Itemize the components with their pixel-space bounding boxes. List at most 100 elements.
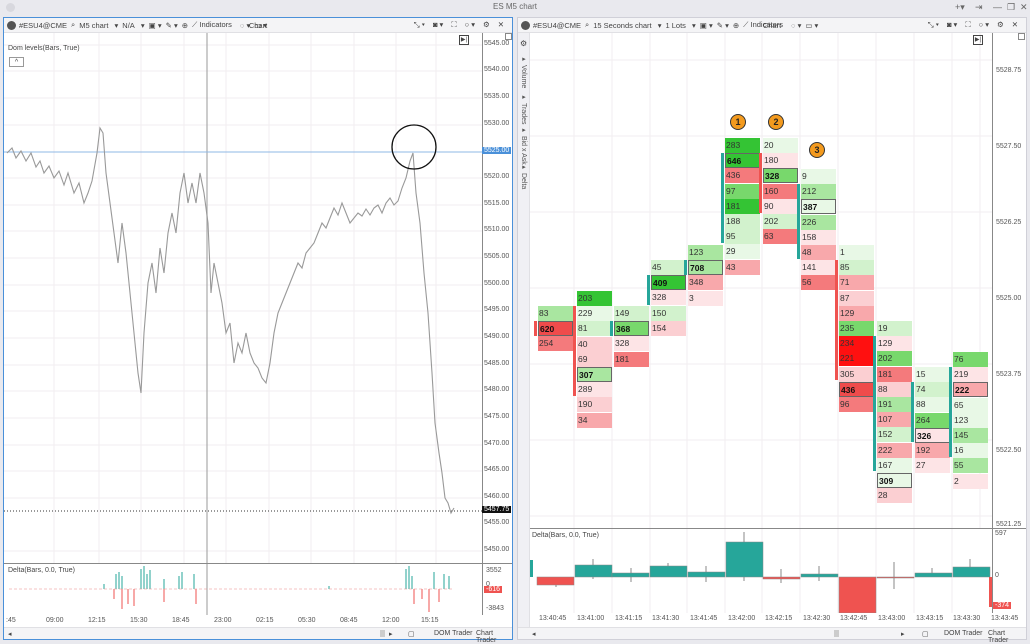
- x-tick: 13:40:45: [539, 615, 567, 622]
- x-tick: 13:42:15: [765, 615, 793, 622]
- pin-icon[interactable]: ⇥: [975, 2, 983, 12]
- delta-zero-tick: 0: [486, 581, 490, 588]
- template-icon[interactable]: ▣ ▾: [699, 20, 713, 30]
- delta-top-tick: 597: [995, 530, 1007, 537]
- sidebar-item-volume[interactable]: ▸ Volume: [520, 55, 527, 89]
- x-tick: 13:41:30: [652, 615, 680, 622]
- x-tick: 13:41:00: [577, 615, 605, 622]
- fullscreen-icon[interactable]: ⛶: [965, 20, 971, 29]
- compress-icon[interactable]: ⤡ ▾: [927, 20, 939, 29]
- y-tick: 5485.00: [484, 360, 510, 367]
- add-window-button[interactable]: +▾: [955, 2, 965, 12]
- minimize-button[interactable]: —: [993, 2, 1002, 12]
- price-axis[interactable]: 5545.00 5540.00 5535.00 5530.00 5520.00 …: [482, 33, 512, 563]
- calendar-icon[interactable]: ▢: [922, 631, 929, 638]
- settings-gear-icon[interactable]: ⚙: [996, 20, 1004, 29]
- y-tick: 5480.00: [484, 386, 510, 393]
- close-chart-icon[interactable]: ✕: [497, 20, 504, 29]
- y-tick: 5470.00: [484, 440, 510, 447]
- sidebar-gear-icon[interactable]: ⚙: [520, 39, 528, 48]
- symbol-label[interactable]: #ESU4@CME: [19, 20, 68, 30]
- camera-icon[interactable]: ◙ ▾: [432, 20, 444, 29]
- cluster-icon[interactable]: ◌ ▾: [791, 20, 802, 30]
- delta-panel[interactable]: Delta(Bars, 0.0, True) 5521.25 597 0 -37…: [530, 528, 1026, 613]
- zoom-icon[interactable]: ⊕: [732, 20, 740, 30]
- x-tick: 15:15: [421, 617, 439, 624]
- chart-trader-button[interactable]: Chart Trader: [988, 630, 1009, 644]
- x-tick: 13:42:30: [803, 615, 831, 622]
- window-layout-icon[interactable]: ▭ ▾: [254, 20, 268, 30]
- draw-pencil-icon[interactable]: ✎ ▾: [165, 20, 178, 30]
- footprint-chart-area[interactable]: ▶|: [530, 33, 992, 528]
- compress-icon[interactable]: ⤡ ▾: [413, 20, 425, 29]
- marker-2: 2: [768, 114, 784, 130]
- scroll-to-end-button[interactable]: ▶|: [973, 35, 983, 45]
- price-chart-area[interactable]: Dom levels(Bars, True) ^ ▶|: [4, 33, 482, 563]
- settings-gear-icon[interactable]: ⚙: [482, 20, 490, 29]
- x-tick: 13:43:15: [916, 615, 944, 622]
- scrollbar-thumb[interactable]: [380, 630, 385, 637]
- lots-dropdown[interactable]: 1 Lots ▾: [665, 20, 696, 30]
- x-tick: 23:00: [214, 617, 232, 624]
- right-chart-panel: #ESU4@CME ⌕ 15 Seconds chart ▾ 1 Lots ▾ …: [517, 17, 1027, 644]
- x-tick: 08:45: [340, 617, 358, 624]
- y-tick: 5521.25: [996, 521, 1022, 528]
- draw-pencil-icon[interactable]: ✎ ▾: [716, 20, 729, 30]
- search-icon[interactable]: ⌕: [585, 20, 590, 29]
- fullscreen-icon[interactable]: ⛶: [451, 20, 457, 29]
- chart-type-dropdown[interactable]: M5 chart ▾: [79, 20, 119, 30]
- expand-icon[interactable]: [505, 33, 512, 40]
- sidebar-item-delta[interactable]: ▸ Delta: [520, 163, 527, 190]
- y-tick: 5495.00: [484, 306, 510, 313]
- sidebar-item-trades[interactable]: ▸ Trades: [520, 93, 527, 125]
- left-chart-panel: #ESU4@CME ⌕ M5 chart ▾ N/A ▾ ▣ ▾ ✎ ▾ ⊕ ⟋…: [3, 17, 513, 644]
- search-icon[interactable]: ⌕: [71, 20, 76, 29]
- close-window-button[interactable]: ✕: [1020, 2, 1028, 12]
- delta-panel[interactable]: Delta(Bars, 0.0, True) 3552 0 -616 -3843: [4, 563, 512, 615]
- x-tick: 13:42:45: [840, 615, 868, 622]
- delta-last-badge: -374: [993, 602, 1012, 609]
- delta-bottom-tick: -3843: [486, 605, 504, 612]
- chart-trader-button[interactable]: Chart Trader: [476, 630, 497, 644]
- chart-type-dropdown[interactable]: 15 Seconds chart ▾: [593, 20, 662, 30]
- y-tick: 5505.00: [484, 253, 510, 260]
- circle-toggle-icon[interactable]: ○ ▾: [464, 20, 475, 29]
- time-axis[interactable]: 13:40:45 13:41:00 13:41:15 13:41:30 13:4…: [530, 613, 1026, 627]
- indicator-label: Dom levels(Bars, True): [8, 45, 80, 52]
- collapse-toggle-button[interactable]: ^: [9, 57, 24, 67]
- zoom-icon[interactable]: ⊕: [181, 20, 189, 30]
- left-bottom-bar: ◂ ▸ ▢ DOM Trader Chart Trader: [4, 627, 512, 644]
- symbol-label[interactable]: #ESU4@CME: [533, 20, 582, 30]
- sidebar-item-bid-ask[interactable]: ▸ Bid x Ask: [520, 126, 527, 165]
- cluster-icon[interactable]: ◌ ▾: [239, 20, 251, 30]
- scroll-right-icon[interactable]: ▸: [901, 631, 905, 638]
- window-layout-icon[interactable]: ▭ ▾: [805, 20, 819, 30]
- template-icon[interactable]: ▣ ▾: [148, 20, 162, 30]
- scroll-left-icon[interactable]: ◂: [532, 631, 536, 638]
- x-tick: 02:15: [256, 617, 274, 624]
- lots-dropdown[interactable]: N/A ▾: [122, 20, 145, 30]
- dom-trader-button[interactable]: DOM Trader: [944, 630, 983, 637]
- calendar-icon[interactable]: ▢: [408, 631, 415, 638]
- right-bottom-bar: ◂ ▸ ▢ DOM Trader Chart Trader: [518, 627, 1026, 644]
- camera-icon[interactable]: ◙ ▾: [946, 20, 958, 29]
- crosshair-price-badge: 5525.00: [482, 147, 512, 154]
- expand-icon[interactable]: [1018, 33, 1025, 40]
- close-chart-icon[interactable]: ✕: [1011, 20, 1018, 29]
- indicators-button[interactable]: ⟋ Indicators: [192, 20, 232, 29]
- time-axis[interactable]: :45 09:00 12:15 15:30 18:45 23:00 02:15 …: [4, 615, 482, 627]
- indicators-button[interactable]: ⟋ Indicators: [743, 20, 784, 29]
- price-axis[interactable]: 5528.75 5527.50 5526.25 5525.00 5523.75 …: [992, 33, 1026, 528]
- scroll-left-icon[interactable]: ◂: [8, 631, 12, 638]
- x-tick: 13:43:00: [878, 615, 906, 622]
- y-tick: 5460.00: [484, 493, 510, 500]
- scroll-to-end-button[interactable]: ▶|: [459, 35, 469, 45]
- restore-button[interactable]: ❐: [1007, 2, 1016, 12]
- circle-toggle-icon[interactable]: ○ ▾: [978, 20, 989, 29]
- scrollbar-thumb[interactable]: [834, 630, 839, 637]
- dom-trader-button[interactable]: DOM Trader: [434, 630, 473, 637]
- y-tick: 5526.25: [996, 219, 1022, 226]
- y-tick: 5540.00: [484, 66, 510, 73]
- scroll-right-icon[interactable]: ▸: [389, 631, 393, 638]
- window-titlebar: ES M5 chart +▾ ⇥ — ❐ ✕: [0, 0, 1030, 16]
